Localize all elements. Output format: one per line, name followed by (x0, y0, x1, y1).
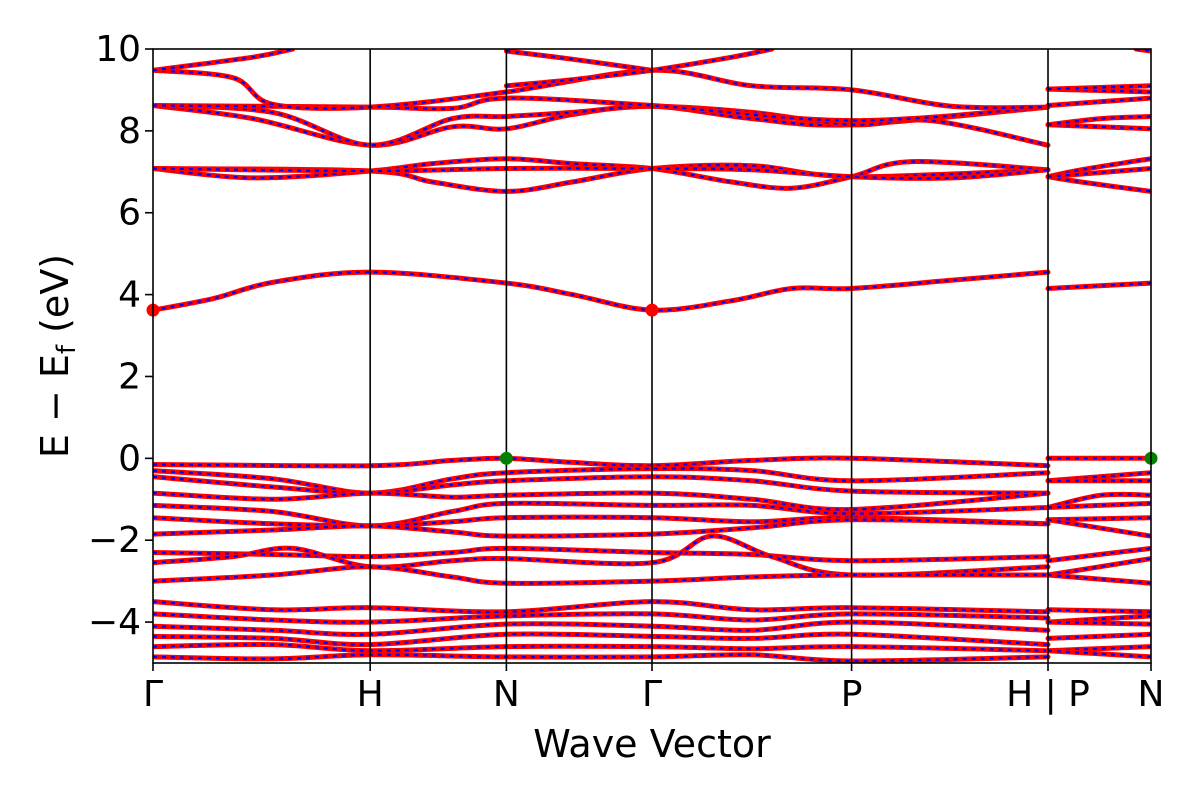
band-0-spin-down (153, 270, 1049, 312)
y-tick-label: 6 (118, 193, 141, 234)
band-40-spin-down (1047, 493, 1151, 509)
y-tick-label: −4 (88, 602, 141, 643)
band-52-spin-up (1045, 648, 1151, 660)
band-7-spin-up (1045, 166, 1151, 180)
band-4-spin-down (153, 167, 1049, 180)
y-tick-label: 4 (118, 275, 141, 316)
band-31-spin-down (153, 600, 1049, 614)
band-3-spin-down (153, 157, 1049, 190)
x-tick-label-4: P (841, 674, 863, 715)
x-tick-label-1: H (357, 674, 384, 715)
band-11-spin-down (153, 69, 1049, 110)
x-tick-label-6: N (1138, 674, 1165, 715)
band-30-spin-down (153, 565, 1049, 585)
band-24-spin-down (153, 491, 1049, 511)
y-axis-label-subscript: f (52, 344, 82, 354)
y-axis-ticks: −4 −2 0 2 4 6 8 10 (88, 29, 153, 643)
band-50-spin-up (1045, 631, 1151, 641)
x-tick-label-5: H | P (1006, 674, 1090, 715)
band-35-spin-down (153, 643, 1049, 652)
x-axis-label: Wave Vector (533, 722, 771, 766)
band-32-spin-down (153, 612, 1049, 624)
y-tick-label: 8 (118, 111, 141, 152)
band-47-spin-up (1045, 607, 1151, 615)
y-axis-label-main: E − E (33, 354, 77, 458)
band-18-spin-up (1045, 95, 1151, 108)
band-17-spin-down (1047, 115, 1151, 126)
y-tick-label: 0 (118, 438, 141, 479)
cbm-marker-1 (645, 303, 659, 317)
band-27-spin-down (153, 518, 1049, 538)
band-26-spin-down (153, 516, 1049, 528)
y-tick-label: 10 (95, 29, 141, 70)
band-9-spin-down (153, 104, 1049, 147)
y-tick-label: 2 (118, 356, 141, 397)
band-19-spin-up (1045, 83, 1151, 92)
band-1-spin-up (1045, 280, 1151, 291)
band-46-spin-up (1045, 572, 1151, 586)
x-tick-label-2: N (493, 674, 520, 715)
band-49-spin-up (1045, 619, 1151, 627)
y-tick-label: −2 (88, 520, 141, 561)
band-33-spin-down (153, 620, 1049, 636)
band-44-spin-up (1045, 545, 1151, 564)
y-axis-label: E − Ef (eV) (33, 254, 82, 458)
x-tick-label-3: Γ (642, 674, 662, 715)
vbm-marker-0 (499, 451, 513, 465)
x-tick-label-0: Γ (143, 674, 163, 715)
band-14-spin-down (506, 49, 653, 72)
band-28-spin-down (153, 547, 1049, 562)
x-axis-ticks: Γ H N Γ P H | P N (143, 663, 1165, 715)
high-symmetry-lines (369, 49, 1049, 663)
y-axis-label-unit: (eV) (33, 254, 77, 345)
band-12-spin-down (153, 49, 293, 72)
band-41-spin-up (1045, 500, 1151, 510)
band-42-spin-up (1045, 515, 1151, 523)
band-43-spin-up (1045, 517, 1151, 539)
band-23-spin-down (153, 475, 1049, 495)
